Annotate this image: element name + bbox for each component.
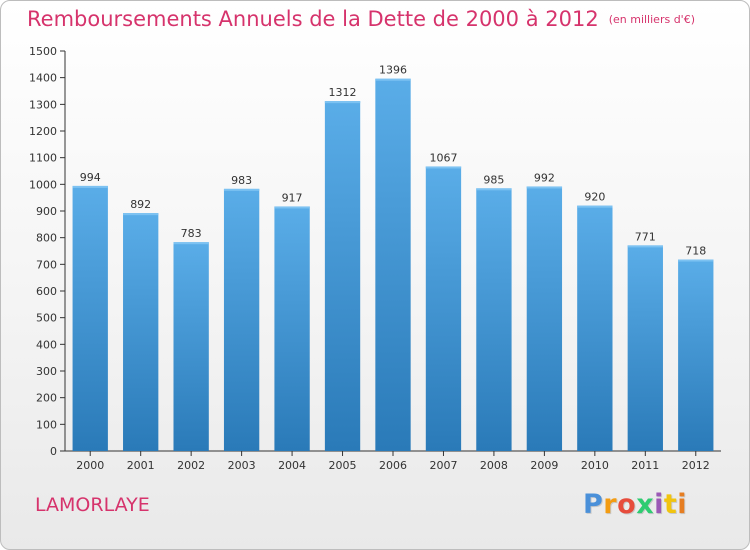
y-tick-label: 600 — [36, 285, 57, 298]
y-tick-label: 1200 — [29, 125, 57, 138]
bar-highlight — [375, 78, 411, 81]
y-tick-label: 200 — [36, 392, 57, 405]
value-label: 771 — [635, 230, 656, 243]
value-label: 992 — [534, 171, 555, 184]
title-text: Remboursements Annuels de la Dette de 20… — [27, 7, 599, 31]
value-label: 892 — [130, 198, 151, 211]
x-tick-label: 2008 — [480, 459, 508, 472]
entity-name: LAMORLAYE — [35, 494, 150, 516]
logo-letter: i — [654, 489, 664, 520]
value-label: 917 — [282, 191, 303, 204]
bar — [577, 205, 613, 451]
value-label: 1312 — [329, 86, 357, 99]
bar — [526, 186, 563, 451]
y-tick-label: 1300 — [29, 98, 57, 111]
value-label: 1396 — [379, 64, 407, 77]
chart-title: Remboursements Annuels de la Dette de 20… — [27, 7, 695, 31]
value-label: 718 — [685, 245, 706, 258]
x-tick-label: 2009 — [530, 459, 558, 472]
y-tick-label: 800 — [36, 232, 57, 245]
logo-letter: i — [677, 489, 688, 520]
y-tick-label: 1000 — [29, 178, 57, 191]
value-label: 920 — [584, 191, 605, 204]
logo-letter: r — [603, 489, 618, 520]
bar-highlight — [678, 259, 714, 262]
bar-highlight — [526, 186, 563, 189]
logo-letter: x — [636, 489, 655, 520]
y-tick-label: 900 — [36, 205, 57, 218]
x-tick-label: 2001 — [127, 459, 155, 472]
bar-highlight — [274, 206, 310, 209]
bar — [123, 213, 159, 451]
y-tick-label: 0 — [50, 445, 57, 458]
bar-highlight — [72, 185, 108, 188]
logo-letter: P — [583, 489, 604, 520]
bar-highlight — [324, 101, 361, 104]
x-tick-label: 2011 — [631, 459, 659, 472]
bar — [72, 185, 108, 451]
y-tick-label: 1400 — [29, 72, 57, 85]
bar — [627, 245, 663, 451]
x-tick-label: 2006 — [379, 459, 407, 472]
y-tick-label: 500 — [36, 312, 57, 325]
bar-highlight — [577, 205, 613, 208]
bar — [375, 78, 411, 451]
bar — [476, 188, 512, 452]
value-label: 1067 — [429, 151, 457, 164]
bar — [678, 259, 714, 451]
y-tick-label: 700 — [36, 258, 57, 271]
y-tick-label: 400 — [36, 338, 57, 351]
x-tick-label: 2003 — [228, 459, 256, 472]
bar-highlight — [223, 188, 260, 191]
x-tick-label: 2002 — [177, 459, 205, 472]
value-label: 783 — [181, 227, 202, 240]
x-tick-label: 2010 — [581, 459, 609, 472]
y-tick-label: 1500 — [29, 45, 57, 58]
bar-highlight — [425, 166, 462, 169]
bar — [173, 242, 209, 451]
bar — [223, 188, 260, 451]
bar-highlight — [173, 242, 209, 245]
title-unit: (en milliers d'€) — [608, 13, 695, 26]
logo-letter: o — [617, 489, 637, 520]
y-tick-label: 300 — [36, 365, 57, 378]
bar — [274, 206, 310, 451]
x-tick-label: 2005 — [329, 459, 357, 472]
logo-letter: t — [663, 489, 678, 520]
y-tick-label: 1100 — [29, 152, 57, 165]
y-tick-label: 100 — [36, 418, 57, 431]
x-tick-label: 2004 — [278, 459, 306, 472]
proxiti-logo: Proxiti — [583, 489, 687, 520]
value-label: 994 — [80, 171, 101, 184]
x-tick-label: 2000 — [76, 459, 104, 472]
value-label: 983 — [231, 174, 252, 187]
bar-highlight — [476, 188, 512, 191]
bar — [425, 166, 462, 451]
x-tick-label: 2012 — [682, 459, 710, 472]
x-tick-label: 2007 — [429, 459, 457, 472]
bar-highlight — [627, 245, 663, 248]
bar — [324, 101, 361, 451]
bar-highlight — [123, 213, 159, 216]
value-label: 985 — [483, 173, 504, 186]
